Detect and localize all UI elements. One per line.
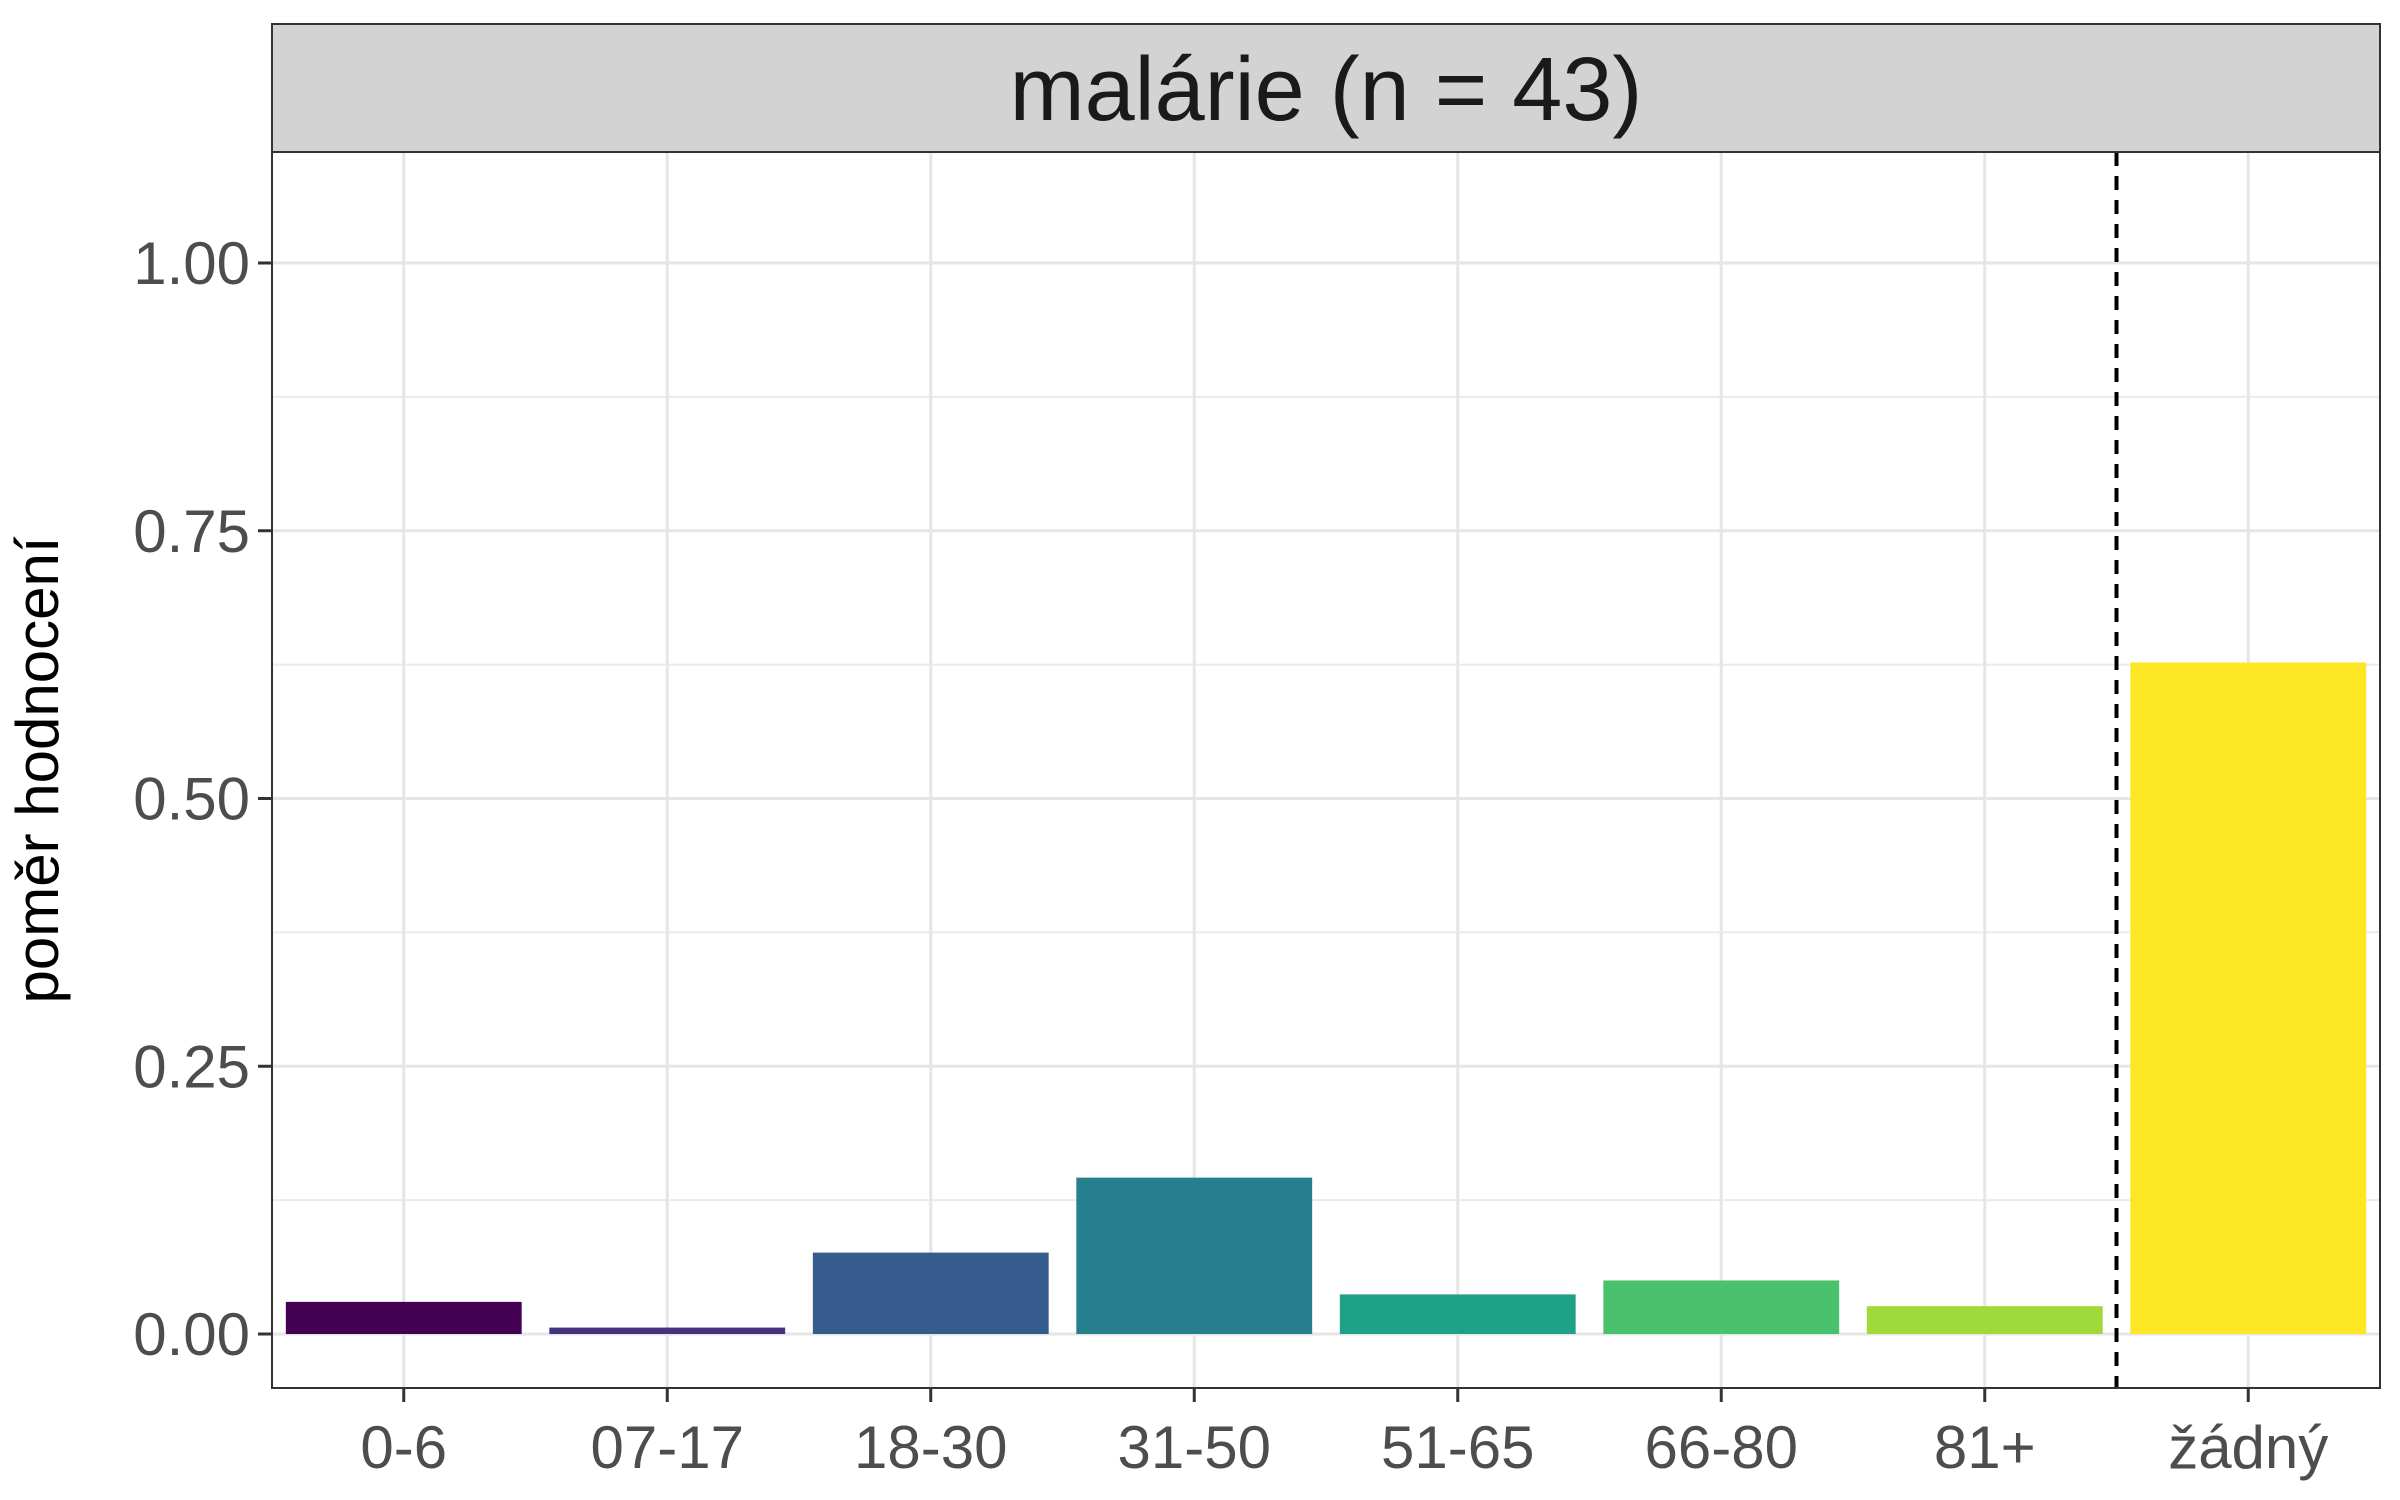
- panel-border: [271, 151, 2381, 1389]
- bar: [812, 1252, 1049, 1334]
- bar: [1339, 1294, 1576, 1334]
- y-tick-label: 0.25: [133, 1033, 250, 1100]
- x-tick-label: 07-17: [591, 1414, 744, 1481]
- grid-minor: [272, 395, 2380, 1202]
- bar: [1866, 1306, 2103, 1334]
- bar: [2130, 662, 2367, 1334]
- y-tick-label: 0.50: [133, 766, 250, 833]
- bar: [1603, 1280, 1840, 1334]
- y-axis: 0.00 0.25 0.50 0.75 1.00: [133, 230, 272, 1368]
- x-tick-label: 18-30: [854, 1414, 1007, 1481]
- x-tick-label: žádný: [2168, 1414, 2328, 1481]
- y-tick-label: 0.75: [133, 498, 250, 565]
- x-tick-label: 31-50: [1118, 1414, 1271, 1481]
- bar: [1076, 1177, 1313, 1334]
- x-tick-label: 66-80: [1645, 1414, 1798, 1481]
- x-tick-label: 51-65: [1381, 1414, 1534, 1481]
- facet-strip: [271, 23, 2381, 153]
- x-axis: 0-6 07-17 18-30 31-50 51-65 66-80 81+ žádný: [360, 1388, 2328, 1481]
- bar: [549, 1327, 786, 1334]
- y-axis-title: poměr hodnocení: [4, 536, 71, 1003]
- x-tick-label: 0-6: [360, 1414, 447, 1481]
- y-tick-label: 1.00: [133, 230, 250, 297]
- bar: [285, 1301, 522, 1334]
- y-tick-label: 0.00: [133, 1301, 250, 1368]
- grid-major: [272, 152, 2380, 1388]
- bars: [285, 662, 2367, 1334]
- x-tick-label: 81+: [1934, 1414, 2036, 1481]
- chart-title: malárie (n = 43): [1010, 40, 1643, 140]
